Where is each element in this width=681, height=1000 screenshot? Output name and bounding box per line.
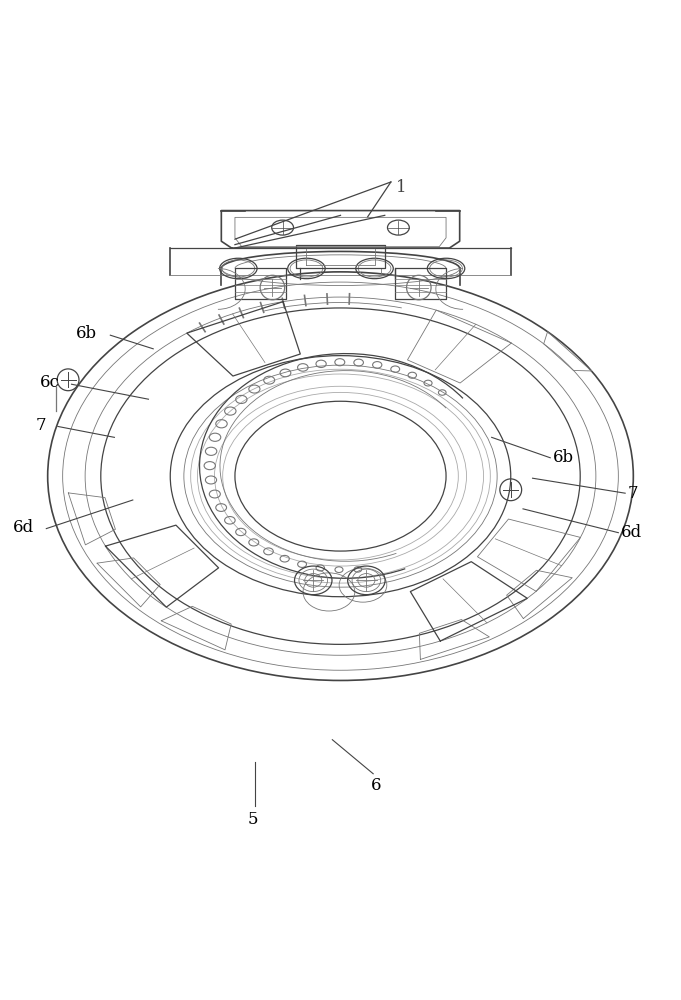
- Text: 6b: 6b: [76, 325, 97, 342]
- Text: 6: 6: [370, 777, 381, 794]
- Text: 7: 7: [628, 485, 639, 502]
- Text: 6d: 6d: [13, 519, 34, 536]
- Text: 5: 5: [248, 811, 259, 828]
- Text: 6b: 6b: [553, 449, 574, 466]
- Text: 7: 7: [35, 417, 46, 434]
- Text: 1: 1: [396, 179, 407, 196]
- Text: 6c: 6c: [40, 374, 60, 391]
- Text: 6d: 6d: [621, 524, 642, 541]
